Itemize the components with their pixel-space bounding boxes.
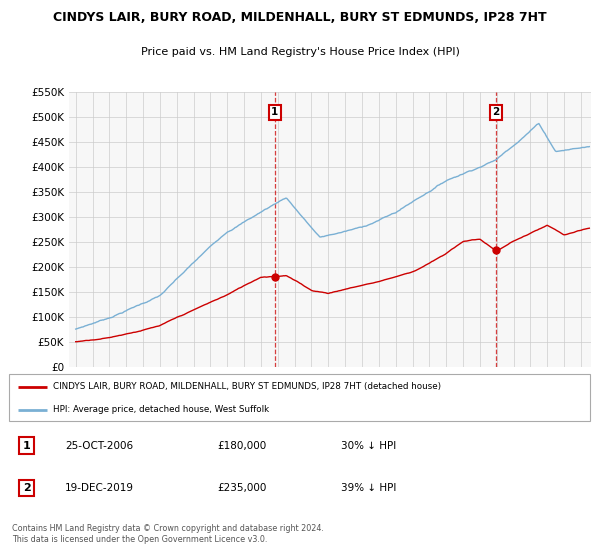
Text: 25-OCT-2006: 25-OCT-2006 [65, 441, 133, 451]
Text: 19-DEC-2019: 19-DEC-2019 [65, 483, 134, 493]
Text: 1: 1 [271, 108, 278, 118]
Text: 2: 2 [23, 483, 31, 493]
Text: Price paid vs. HM Land Registry's House Price Index (HPI): Price paid vs. HM Land Registry's House … [140, 47, 460, 57]
Text: Contains HM Land Registry data © Crown copyright and database right 2024.
This d: Contains HM Land Registry data © Crown c… [12, 524, 324, 544]
Text: £180,000: £180,000 [218, 441, 267, 451]
Text: £235,000: £235,000 [218, 483, 267, 493]
Text: 2: 2 [493, 108, 500, 118]
Text: 1: 1 [23, 441, 31, 451]
Text: CINDYS LAIR, BURY ROAD, MILDENHALL, BURY ST EDMUNDS, IP28 7HT (detached house): CINDYS LAIR, BURY ROAD, MILDENHALL, BURY… [53, 382, 441, 391]
Text: CINDYS LAIR, BURY ROAD, MILDENHALL, BURY ST EDMUNDS, IP28 7HT: CINDYS LAIR, BURY ROAD, MILDENHALL, BURY… [53, 11, 547, 24]
Text: 30% ↓ HPI: 30% ↓ HPI [341, 441, 397, 451]
Text: 39% ↓ HPI: 39% ↓ HPI [341, 483, 397, 493]
Text: HPI: Average price, detached house, West Suffolk: HPI: Average price, detached house, West… [53, 405, 269, 414]
FancyBboxPatch shape [9, 375, 590, 421]
